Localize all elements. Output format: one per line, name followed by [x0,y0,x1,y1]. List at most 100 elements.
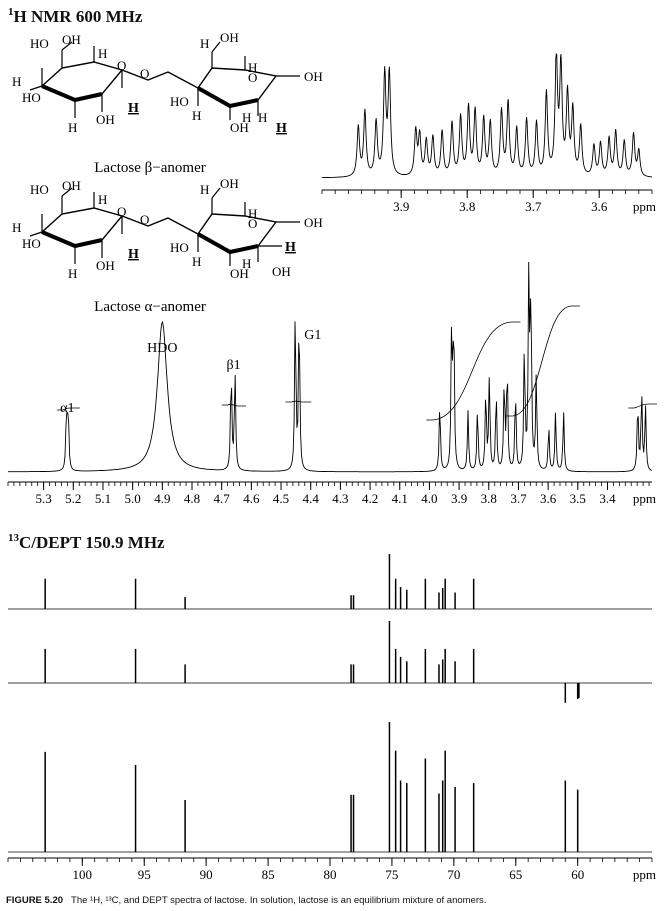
tick-label: 4.0 [421,491,437,506]
bond [211,187,221,199]
tick-label: 3.6 [540,491,557,506]
tick-label: 3.7 [525,199,542,214]
peak-label: G1 [304,328,321,343]
peak-label: HDO [147,341,177,356]
integral-curve [221,403,246,407]
bond [61,41,73,51]
atom-label: H [12,74,21,89]
atom-label: HO [30,182,49,197]
atom-label: OH [96,112,115,127]
anomeric-h-label: H [128,101,139,116]
bond [29,231,43,237]
tick-label: 95 [138,867,151,882]
tick-label: 70 [447,867,460,882]
inset-axis: 3.9 3.8 3.7 3.6 ppm [321,189,656,214]
tick-label: 90 [200,867,213,882]
integral-curve [285,400,312,403]
atom-label: O [248,70,257,85]
tick-label: 5.3 [35,491,51,506]
figure-caption: FIGURE 5.20 The ¹H, ¹³C, and DEPT spectra… [6,895,487,906]
h1-axis: 5.3 5.2 5.1 5.0 4.9 4.8 4.7 4.6 4.5 4.4 4.3 4.2 4.1 4… [7,481,656,506]
integral-curve [426,321,521,421]
axis-unit-label: ppm [633,199,656,214]
tick-label: 4.7 [214,491,231,506]
atom-label: H [200,182,209,197]
h1-spectrum-trace [7,261,653,473]
atom-label: HO [22,236,41,251]
tick-label: 4.4 [303,491,320,506]
atom-label: H [12,220,21,235]
atom-label: H [248,60,257,75]
atom-label: O [140,66,149,81]
tick-label: 100 [73,867,93,882]
tick-label: 65 [509,867,522,882]
tick-label: 3.8 [481,491,497,506]
bond [211,41,221,53]
tick-label: 3.9 [451,491,467,506]
atom-label: OH [96,258,115,273]
atom-label: H [248,206,257,221]
tick-label: 3.9 [393,199,409,214]
bond [29,85,43,91]
dept135-spectrum [8,621,652,703]
atom-label: H [68,266,77,281]
integral-curve [56,407,80,411]
atom-label: OH [220,30,239,45]
tick-label: 5.2 [65,491,81,506]
tick-label: 4.5 [273,491,289,506]
tick-label: 75 [385,867,398,882]
c13-spectrum [8,722,652,853]
glycosidic-bond [121,215,199,235]
atom-label: OH [304,215,323,230]
beta-caption: Lactose β−anomer [94,160,205,176]
h-nmr-title: 1H NMR 600 MHz [8,6,143,26]
atom-label: OH [230,266,249,281]
axis-unit-label: ppm [633,491,656,506]
atom-label: OH [272,264,291,279]
peak-label: β1 [226,358,240,373]
bond [61,187,73,197]
atom-label: H [98,46,107,61]
atom-label: HO [170,240,189,255]
alpha-caption: Lactose α−anomer [94,299,206,315]
tick-label: 60 [571,867,584,882]
tick-label: 4.6 [243,491,260,506]
c13-axis: 100 95 90 85 80 75 70 65 60 ppm [7,857,656,882]
atom-label: OH [62,32,81,47]
tick-label: 4.9 [154,491,170,506]
tick-label: 3.8 [459,199,475,214]
tick-label: 4.1 [392,491,408,506]
inset-spectrum-trace [322,52,653,179]
tick-label: 4.3 [332,491,348,506]
atom-label: H [192,108,201,123]
atom-label: H [68,120,77,135]
tick-label: 5.1 [95,491,111,506]
atom-label: H [98,192,107,207]
dept90-spectrum [8,554,652,610]
anomeric-h-label: H [285,240,296,255]
atom-label: OH [62,178,81,193]
atom-label: HO [22,90,41,105]
atom-label: O [140,212,149,227]
anomeric-h-label: H [276,121,287,136]
atom-label: O [248,216,257,231]
atom-label: OH [304,69,323,84]
tick-label: 3.7 [510,491,527,506]
atom-label: H [200,36,209,51]
c-nmr-title: 13C/DEPT 150.9 MHz [8,532,165,552]
tick-label: 3.6 [591,199,608,214]
tick-label: 3.4 [599,491,616,506]
tick-label: 4.2 [362,491,378,506]
atom-label: O [117,58,126,73]
tick-label: 5.0 [125,491,141,506]
glycosidic-bond [121,69,199,89]
atom-label: OH [230,120,249,135]
tick-label: 3.5 [570,491,586,506]
tick-label: 85 [262,867,275,882]
atom-label: H [192,254,201,269]
